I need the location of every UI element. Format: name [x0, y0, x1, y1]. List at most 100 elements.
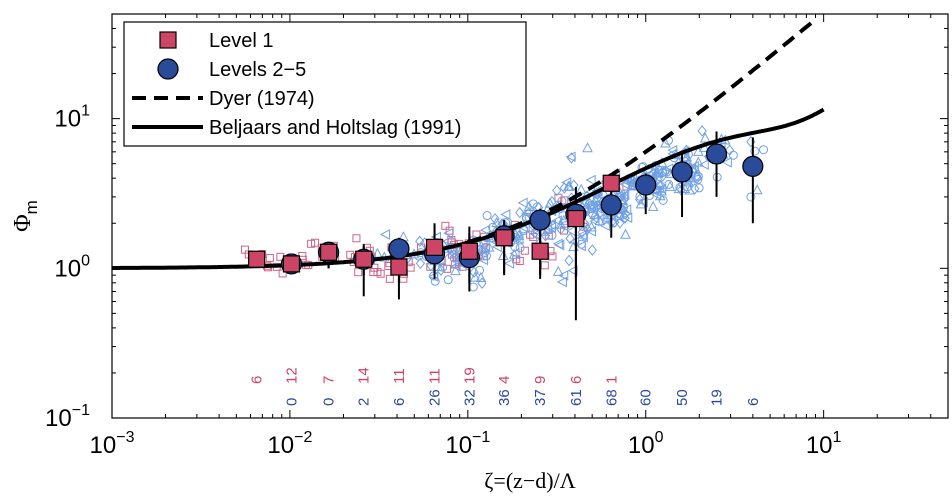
scatter-point [647, 200, 659, 211]
count-label: 19 [709, 389, 726, 406]
scatter-point [693, 171, 703, 181]
count-label: 68 [603, 389, 620, 406]
x-tick-label: 100 [628, 429, 664, 459]
level1-marker [355, 250, 373, 268]
legend-level1-swatch [159, 31, 177, 49]
scatter-point [560, 196, 569, 205]
count-label: 9 [532, 376, 549, 384]
scatter-point [694, 183, 704, 193]
count-label: 37 [532, 389, 549, 406]
levels25-marker [529, 209, 551, 231]
scatter-point [415, 257, 426, 270]
scatter-point [619, 213, 629, 223]
scatter-point [415, 235, 425, 248]
scatter-point [590, 194, 601, 205]
level1-marker [567, 209, 585, 228]
scatter-point [515, 243, 525, 253]
x-tick-label: 10−1 [445, 429, 490, 459]
count-label: 2 [356, 398, 373, 406]
scatter-point [442, 235, 453, 247]
count-label: 50 [674, 389, 691, 406]
scatter-point [399, 274, 408, 283]
scatter-point [265, 253, 274, 262]
count-label: 19 [461, 367, 478, 384]
level1-marker [460, 242, 478, 260]
x-axis-label: ζ=(z−d)/Λ [484, 468, 575, 493]
scatter-point [469, 266, 479, 279]
scatter-point [447, 248, 458, 259]
scatter-point [626, 180, 637, 191]
scatter-point [664, 180, 676, 191]
count-label: 0 [321, 398, 338, 406]
scatter-point [477, 244, 488, 256]
levels25-marker [742, 155, 764, 177]
scatter-point [515, 206, 525, 219]
scatter-point [530, 226, 540, 239]
scatter-point [552, 265, 564, 276]
scatter-point [660, 137, 671, 148]
scatter-point [443, 275, 453, 285]
scatter-point [311, 238, 320, 247]
scatter-point [614, 186, 626, 197]
scatter-point [575, 240, 586, 252]
y-tick-label: 10−1 [45, 402, 90, 432]
scatter-point [682, 182, 692, 192]
scatter-point [575, 183, 587, 194]
scatter-point [558, 214, 570, 225]
scatter-point [579, 197, 590, 209]
scatter-point [438, 262, 448, 272]
scatter-point [554, 193, 563, 202]
scatter-point [520, 246, 529, 255]
scatter-point [555, 218, 567, 229]
level1-marker [602, 174, 620, 192]
count-label: 14 [356, 367, 373, 384]
scatter-point [552, 238, 563, 250]
level1-marker [320, 243, 338, 261]
scatter-point [558, 270, 569, 281]
scatter-point [577, 226, 587, 239]
count-label: 60 [638, 389, 655, 406]
scatter-point [721, 156, 732, 168]
scatter-point [634, 193, 645, 206]
scatter-point [699, 132, 711, 143]
count-label: 11 [391, 368, 408, 384]
scatter-point [564, 254, 574, 267]
scatter-point [585, 174, 596, 186]
legend: Level 1 Levels 2−5 Dyer (1974) Beljaars and… [123, 21, 527, 147]
scatter-point [517, 197, 528, 209]
legend-label: Level 1 [209, 30, 274, 52]
scatter-point [483, 241, 495, 252]
x-tick-label: 10−3 [90, 429, 135, 459]
levels25-marker [705, 143, 728, 165]
scatter-point [662, 167, 672, 177]
count-label: 4 [496, 376, 513, 384]
curves-layer [112, 21, 825, 270]
scatter-point [513, 232, 523, 245]
scatter-point [660, 166, 670, 176]
scatter-point [552, 184, 562, 197]
legend-label: Beljaars and Holtslag (1991) [209, 117, 461, 139]
scatter-point [566, 152, 577, 164]
level1-marker [282, 255, 301, 273]
level1-marker [425, 238, 444, 256]
scatter-point [597, 212, 608, 223]
count-label: 12 [283, 367, 300, 384]
scatter-point [697, 125, 707, 137]
plot-frame [111, 13, 949, 419]
scatter-point [475, 265, 485, 275]
count-label: 6 [249, 376, 266, 384]
scatter-point [354, 268, 363, 277]
count-label: 6 [745, 398, 762, 406]
bin-markers-layer [248, 143, 764, 276]
x-tick-label: 10−2 [267, 429, 312, 459]
x-tick-label: 101 [806, 429, 842, 459]
count-label: 6 [391, 398, 408, 406]
dyer-curve [467, 21, 813, 244]
scatter-point [751, 184, 763, 195]
levels25-marker [671, 161, 693, 183]
level1-marker [248, 250, 266, 268]
scatter-point [635, 198, 647, 209]
count-label: 32 [461, 389, 478, 406]
count-label: 7 [321, 376, 338, 384]
